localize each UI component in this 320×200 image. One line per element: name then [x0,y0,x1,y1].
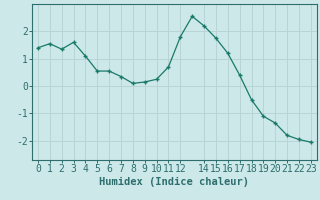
X-axis label: Humidex (Indice chaleur): Humidex (Indice chaleur) [100,177,249,187]
